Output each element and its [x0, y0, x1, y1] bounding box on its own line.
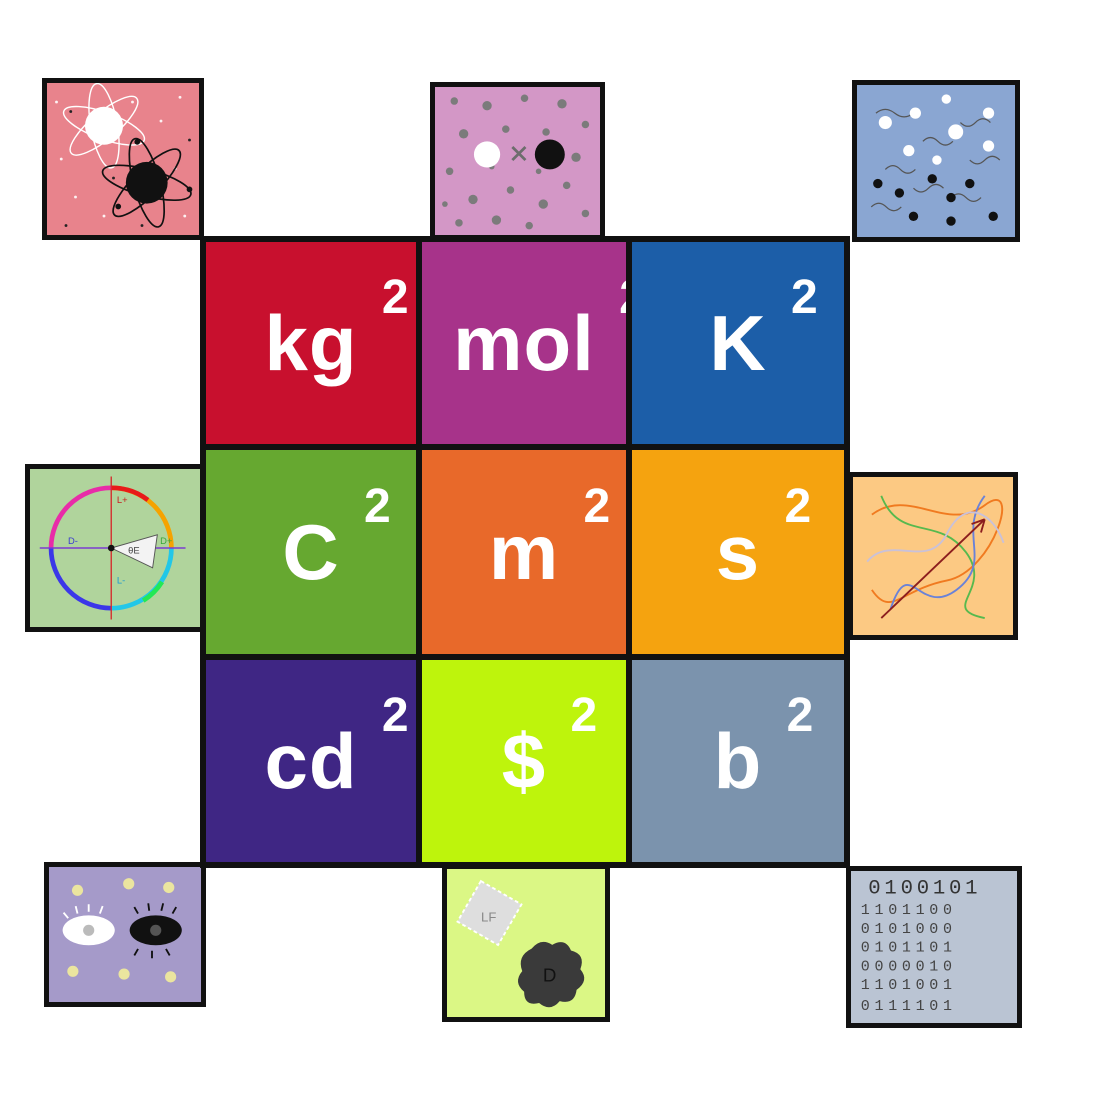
unit-cell-dollar: $2	[416, 654, 632, 868]
theta-label: θE	[128, 545, 140, 556]
particles-icon-tile	[430, 82, 605, 240]
color-wheel-icon: L+ L- D- D+ θE	[39, 476, 186, 620]
eyes-icon-tile	[44, 862, 206, 1007]
unit-exponent-m: 2	[583, 480, 612, 533]
unit-label-mol: mol2	[453, 274, 646, 387]
l-plus-label: L+	[117, 494, 128, 505]
binary-row-6: 1101001	[861, 977, 957, 994]
binary-row-4: 0101101	[861, 940, 957, 957]
binary-row-5: 0000010	[861, 958, 957, 975]
leaf-sparkle-icon-tile: LF D	[442, 864, 610, 1022]
unit-base-c: C	[282, 508, 340, 596]
unit-exponent-s: 2	[784, 480, 813, 533]
binary-row-7: 0111101	[861, 998, 957, 1015]
random-paths-icon-tile	[848, 472, 1018, 640]
d-label: D	[543, 964, 557, 985]
unit-cell-mol: mol2	[416, 236, 646, 450]
leaf-sparkle-icon: LF D	[456, 879, 585, 1008]
atoms-icon	[55, 83, 193, 228]
d-minus-label: D-	[68, 535, 78, 546]
molecules-icon	[870, 94, 1001, 226]
unit-cell-kg: kg 2	[200, 236, 422, 450]
unit-label-dollar: $2	[501, 692, 597, 805]
l-minus-label: L-	[117, 575, 125, 586]
unit-base-kg: kg	[264, 299, 358, 387]
unit-exponent-kg: 2	[381, 271, 410, 324]
unit-label-kg: kg 2	[264, 274, 408, 387]
unit-base-m: m	[488, 508, 560, 596]
binary-row-2: 1101100	[861, 902, 957, 919]
unit-cell-cd: cd 2	[200, 654, 422, 868]
eyes-icon	[62, 878, 182, 983]
unit-base-s: s	[715, 508, 761, 596]
unit-exponent-b: 2	[786, 689, 815, 742]
binary-row-3: 0101000	[861, 921, 957, 938]
unit-base-b: b	[713, 717, 763, 805]
atoms-icon-tile	[42, 78, 204, 240]
binary-icon: 0100101 1101100 0101000 0101101 0000010 …	[861, 878, 981, 1015]
unit-base-k: K	[709, 299, 767, 387]
d-plus-label: D+	[160, 535, 173, 546]
unit-base-cd: cd	[264, 717, 358, 805]
unit-base-mol: mol	[453, 299, 595, 387]
binary-row-1: 0100101	[868, 878, 981, 901]
lf-label: LF	[481, 909, 496, 924]
color-wheel-icon-tile: L+ L- D- D+ θE	[25, 464, 205, 632]
unit-exponent-c: 2	[363, 480, 392, 533]
unit-label-cd: cd 2	[264, 692, 408, 805]
binary-icon-tile: 0100101 1101100 0101000 0101101 0000010 …	[846, 866, 1022, 1028]
unit-exponent-dollar: 2	[570, 689, 599, 742]
molecules-icon-tile	[852, 80, 1020, 242]
unit-exponent-k: 2	[790, 271, 819, 324]
unit-base-dollar: $	[501, 717, 547, 805]
particles-icon	[442, 94, 590, 230]
random-paths-icon	[866, 495, 1005, 619]
unit-exponent-cd: 2	[381, 689, 410, 742]
